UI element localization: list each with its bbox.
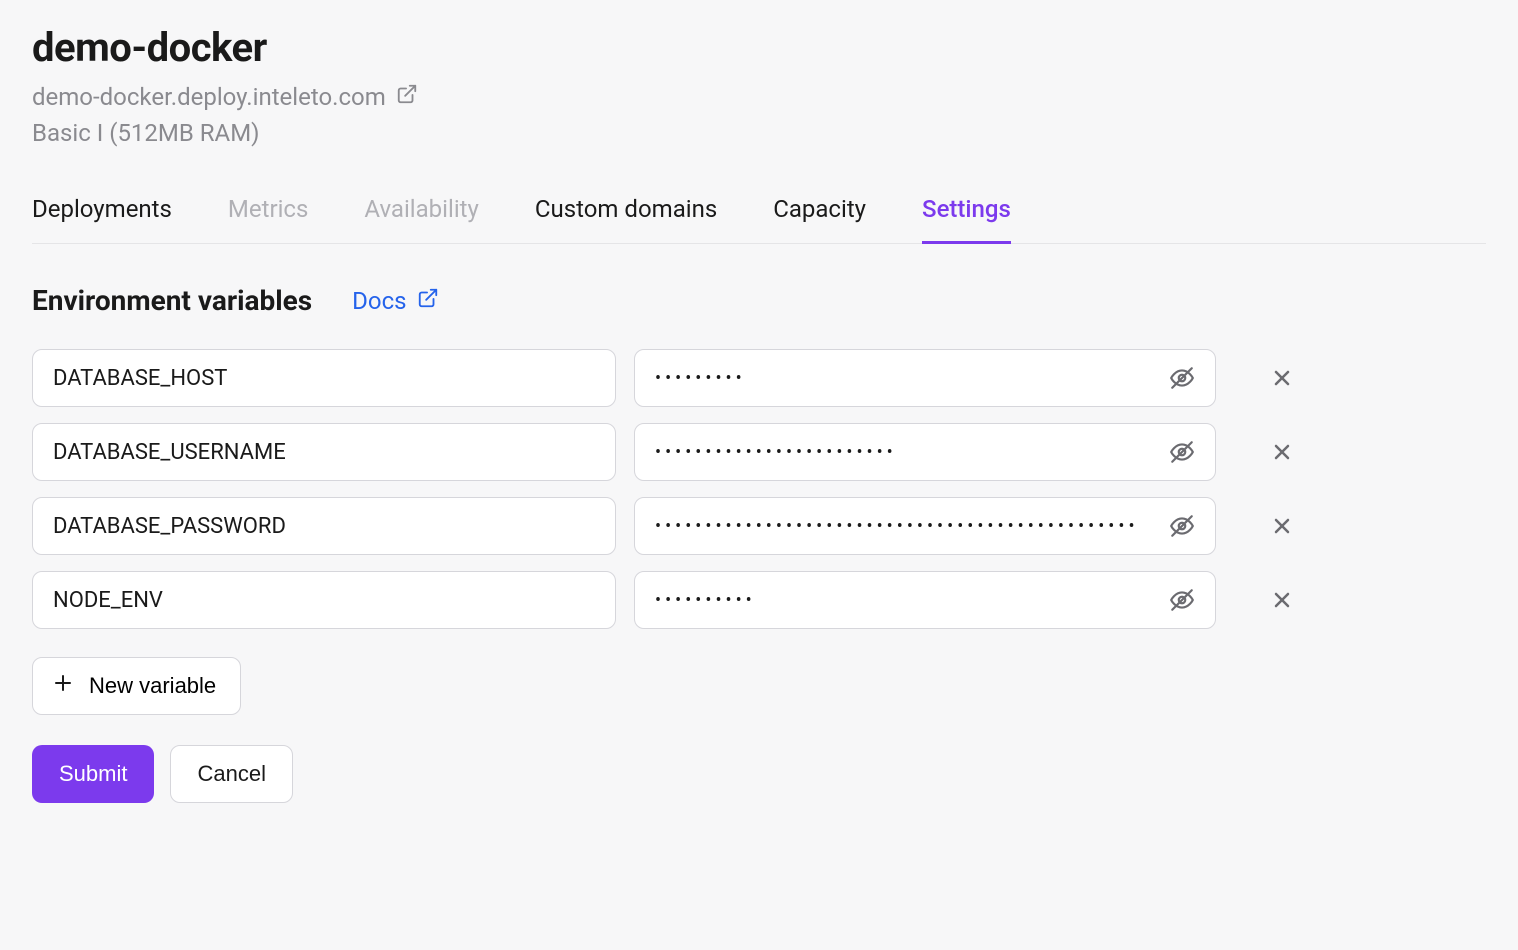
env-var-value-input[interactable]: •••••••••• [634,571,1216,629]
env-var-row: DATABASE_USERNAME •••••••••••••••••••••••… [32,423,1486,481]
app-title: demo-docker [32,24,1486,71]
delete-var-button[interactable] [1264,508,1300,544]
eye-off-icon[interactable] [1169,513,1195,539]
env-var-row: DATABASE_HOST ••••••••• [32,349,1486,407]
tab-custom-domains[interactable]: Custom domains [535,195,717,244]
delete-var-button[interactable] [1264,360,1300,396]
delete-var-button[interactable] [1264,434,1300,470]
tab-availability: Availability [364,195,479,244]
docs-link-label: Docs [352,287,406,315]
env-var-masked-value: •••••••••••••••••••••••• [655,442,897,463]
env-var-masked-value: •••••••••• [655,590,756,611]
env-var-row: NODE_ENV •••••••••• [32,571,1486,629]
env-var-key-input[interactable]: DATABASE_PASSWORD [32,497,616,555]
env-var-list: DATABASE_HOST ••••••••• DATABASE_USERNAME •… [32,349,1486,629]
env-var-key-input[interactable]: DATABASE_USERNAME [32,423,616,481]
cancel-button[interactable]: Cancel [170,745,292,803]
tab-metrics: Metrics [228,195,308,244]
env-var-value-input[interactable]: ••••••••••••••••••••••••••••••••••••••••… [634,497,1216,555]
docs-link[interactable]: Docs [352,287,438,315]
tab-capacity[interactable]: Capacity [773,195,866,244]
domain-text: demo-docker.deploy.inteleto.com [32,83,386,111]
env-var-key-input[interactable]: DATABASE_HOST [32,349,616,407]
eye-off-icon[interactable] [1169,439,1195,465]
env-var-key-input[interactable]: NODE_ENV [32,571,616,629]
env-var-masked-value: ••••••••••••••••••••••••••••••••••••••••… [655,516,1139,537]
plus-icon [51,671,75,701]
new-variable-label: New variable [89,673,216,699]
tab-settings[interactable]: Settings [922,195,1011,244]
env-var-value-input[interactable]: ••••••••• [634,349,1216,407]
section-title: Environment variables [32,284,312,317]
external-link-icon [396,83,418,111]
page-header: demo-docker demo-docker.deploy.inteleto.… [32,24,1486,147]
submit-button[interactable]: Submit [32,745,154,803]
env-var-value-input[interactable]: •••••••••••••••••••••••• [634,423,1216,481]
form-actions: Submit Cancel [32,745,1486,803]
env-var-masked-value: ••••••••• [655,368,746,389]
plan-label: Basic I (512MB RAM) [32,119,1486,147]
new-variable-button[interactable]: New variable [32,657,241,715]
eye-off-icon[interactable] [1169,587,1195,613]
section-header: Environment variables Docs [32,284,1486,317]
external-link-icon [417,287,439,315]
domain-row[interactable]: demo-docker.deploy.inteleto.com [32,83,1486,111]
tab-deployments[interactable]: Deployments [32,195,172,244]
delete-var-button[interactable] [1264,582,1300,618]
env-var-row: DATABASE_PASSWORD •••••••••••••••••••••••… [32,497,1486,555]
tab-bar: Deployments Metrics Availability Custom dom… [32,195,1486,244]
eye-off-icon[interactable] [1169,365,1195,391]
